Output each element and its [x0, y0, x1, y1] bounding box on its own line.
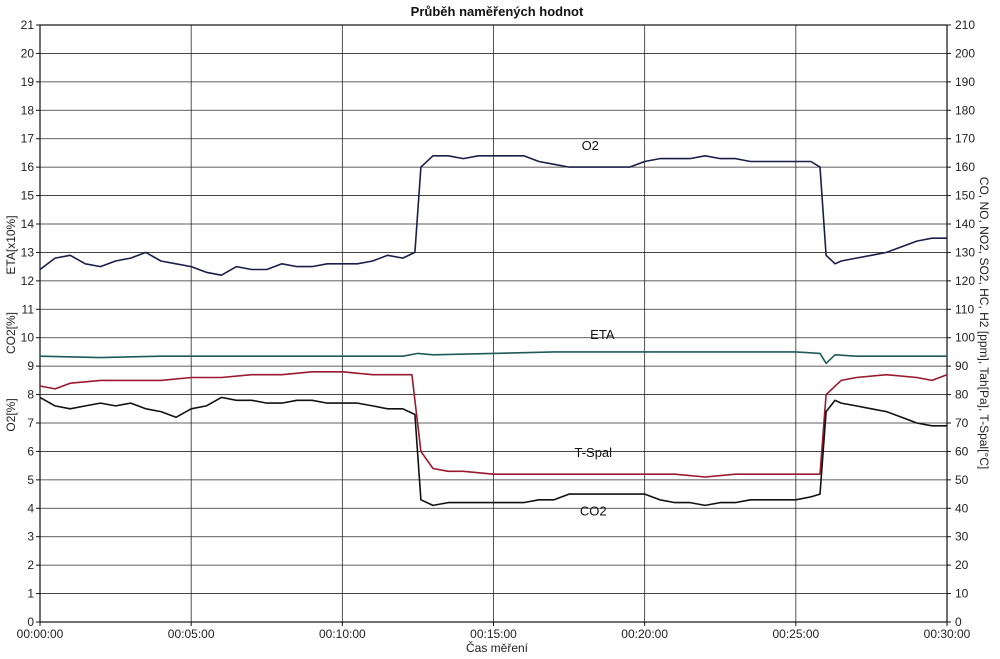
left-tick-label: 2 — [27, 558, 34, 572]
x-tick-label: 00:20:00 — [621, 627, 668, 641]
left-tick-label: 16 — [21, 160, 35, 174]
series-label-t-spal: T-Spal — [574, 445, 612, 460]
left-tick-label: 1 — [27, 587, 34, 601]
x-axis-ticks: 00:00:00 00:05:00 00:10:00 00:15:00 00:20:00… — [17, 622, 971, 641]
series-line-co2 — [39, 396, 947, 507]
left-tick-label: 6 — [27, 444, 34, 458]
left-tick-label: 8 — [27, 388, 34, 402]
left-tick-label: 0 — [27, 615, 34, 629]
right-tick-label: 30 — [955, 530, 969, 544]
left-tick-label: 12 — [21, 274, 35, 288]
left-tick-label: 13 — [21, 245, 35, 259]
right-tick-label: 10 — [955, 587, 969, 601]
right-tick-label: 120 — [955, 274, 975, 288]
left-tick-label: 18 — [21, 103, 35, 117]
left-tick-label: 17 — [21, 132, 35, 146]
right-tick-label: 130 — [955, 245, 975, 259]
left-tick-label: 20 — [21, 46, 35, 60]
right-tick-label: 160 — [955, 160, 975, 174]
series-label-eta: ETA — [590, 327, 615, 342]
left-tick-label: 15 — [21, 189, 35, 203]
left-axis-label-eta: ETA[x10%] — [4, 215, 18, 274]
right-tick-label: 170 — [955, 132, 975, 146]
left-tick-label: 21 — [21, 18, 35, 32]
right-tick-label: 0 — [955, 615, 962, 629]
series-line-eta — [39, 351, 947, 365]
left-tick-label: 11 — [22, 302, 35, 316]
x-tick-label: 00:10:00 — [319, 627, 366, 641]
series-line-t-spal — [39, 370, 948, 478]
series-lines — [39, 155, 948, 507]
left-axis-label-o2: O2[%] — [4, 398, 18, 431]
left-tick-label: 7 — [27, 416, 34, 430]
x-tick-label: 00:00:00 — [17, 627, 64, 641]
series-annotations: O2 ETA T-Spal CO2 — [574, 138, 614, 518]
right-tick-label: 40 — [955, 501, 969, 515]
x-tick-label: 00:15:00 — [470, 627, 517, 641]
x-axis-label: Čas měření — [466, 640, 529, 655]
right-tick-label: 100 — [955, 331, 975, 345]
right-tick-label: 80 — [955, 388, 969, 402]
right-tick-label: 110 — [955, 302, 974, 316]
series-label-co2: CO2 — [580, 503, 607, 518]
grid-lines — [39, 24, 948, 623]
left-tick-label: 14 — [21, 217, 35, 231]
left-tick-label: 9 — [27, 359, 34, 373]
left-tick-label: 19 — [21, 75, 35, 89]
right-axis-label: CO, NO, NO2, SO2, HC, H2 [ppm], Tah[Pa],… — [977, 177, 991, 469]
left-tick-label: 4 — [27, 501, 34, 515]
left-axis-label-co2: CO2[%] — [4, 312, 18, 354]
right-tick-label: 150 — [955, 189, 975, 203]
x-tick-label: 00:30:00 — [924, 627, 971, 641]
series-label-o2: O2 — [582, 138, 599, 153]
left-tick-label: 5 — [27, 473, 34, 487]
right-tick-label: 190 — [955, 75, 975, 89]
right-tick-label: 60 — [955, 444, 969, 458]
x-tick-label: 00:25:00 — [772, 627, 819, 641]
right-tick-label: 200 — [955, 46, 975, 60]
left-tick-label: 3 — [27, 530, 34, 544]
right-tick-label: 140 — [955, 217, 975, 231]
right-tick-label: 50 — [955, 473, 969, 487]
right-tick-label: 180 — [955, 103, 975, 117]
right-tick-label: 20 — [955, 558, 969, 572]
left-tick-label: 10 — [21, 331, 35, 345]
chart-title: Průběh naměřených hodnot — [411, 4, 584, 19]
right-tick-label: 90 — [955, 359, 969, 373]
series-line-o2 — [39, 155, 947, 277]
right-tick-label: 210 — [955, 18, 975, 32]
right-axis-ticks: 0 10 20 30 40 50 60 70 80 90 100 110 120 130 140 150 160… — [947, 18, 975, 629]
x-tick-label: 00:05:00 — [168, 627, 215, 641]
right-tick-label: 70 — [955, 416, 969, 430]
